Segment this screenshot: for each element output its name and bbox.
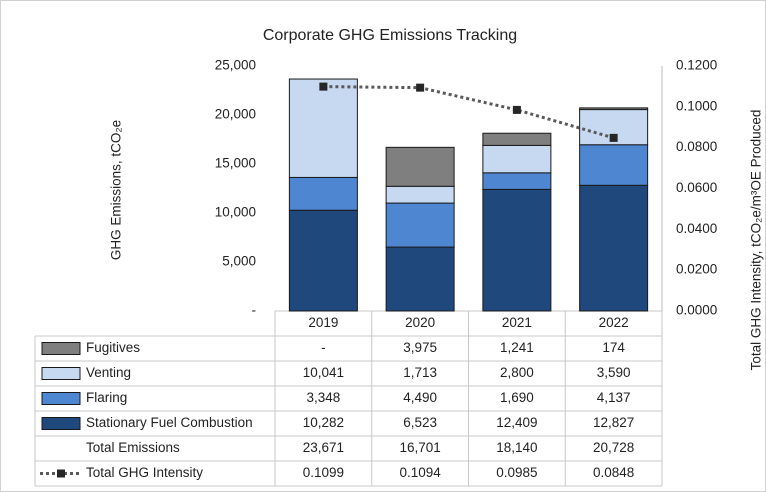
bar-segment [482, 172, 552, 190]
intensity-marker [319, 82, 328, 91]
table-value: 18,140 [496, 440, 537, 455]
table-value: 16,701 [399, 440, 440, 455]
y2-tick-label: 0.0800 [676, 139, 717, 154]
table-value: 10,282 [303, 415, 344, 430]
table-value: 12,409 [496, 415, 537, 430]
table-value: 0.0848 [593, 465, 634, 480]
y-axis-title: GHG Emissions, tCO₂e [109, 120, 124, 260]
table-value: 0.0985 [496, 465, 537, 480]
legend-swatch [41, 392, 81, 405]
legend-label: Venting [86, 365, 131, 380]
table-value: 6,523 [403, 415, 437, 430]
table-value: 1,713 [403, 365, 437, 380]
table-value: 2,800 [500, 365, 534, 380]
y-tick-label: 10,000 [215, 205, 256, 220]
intensity-marker [512, 105, 521, 114]
y2-tick-label: 0.0200 [676, 262, 717, 277]
legend-swatch [41, 342, 81, 355]
legend-swatch [41, 367, 81, 380]
y2-tick-label: 0.1200 [676, 58, 717, 73]
y-tick-label: - [252, 303, 257, 318]
table-value: 4,490 [403, 390, 437, 405]
y2-tick-label: 0.1000 [676, 98, 717, 113]
table-value: 4,137 [597, 390, 631, 405]
legend-label: Fugitives [86, 340, 140, 355]
legend-label: Stationary Fuel Combustion [86, 415, 253, 430]
y-tick-label: 25,000 [215, 58, 256, 73]
bar-segment [482, 144, 552, 174]
table-value: 3,590 [597, 365, 631, 380]
table-value: 23,671 [303, 440, 344, 455]
y2-tick-label: 0.0000 [676, 303, 717, 318]
y-tick-label: 20,000 [215, 107, 256, 122]
table-value: 0.1094 [399, 465, 441, 480]
bar-segment [482, 132, 552, 146]
table-value: 12,827 [593, 415, 634, 430]
legend-marker [57, 469, 65, 478]
y2-tick-label: 0.0600 [676, 180, 717, 195]
bar-segment [579, 184, 649, 312]
table-value: 20,728 [593, 440, 634, 455]
table-value: 174 [602, 340, 625, 355]
x-tick-label: 2022 [599, 315, 629, 330]
intensity-marker [609, 133, 618, 142]
table-value: 3,348 [306, 390, 340, 405]
intensity-line [323, 85, 615, 140]
bar-segment [385, 202, 455, 248]
chart-title: Corporate GHG Emissions Tracking [263, 27, 517, 44]
bar-segment [385, 246, 455, 312]
table-value: 1,690 [500, 390, 534, 405]
bar-segment [579, 107, 649, 111]
intensity-marker [416, 83, 425, 92]
bar-segment [385, 185, 455, 204]
legend-label: Flaring [86, 390, 127, 405]
y-tick-label: 15,000 [215, 156, 256, 171]
table-value: 10,041 [303, 365, 344, 380]
x-tick-label: 2021 [502, 315, 532, 330]
bar-segment [385, 146, 455, 187]
table-value: 3,975 [403, 340, 437, 355]
x-tick-label: 2019 [308, 315, 338, 330]
bar-segment [482, 188, 552, 312]
table-value: - [321, 340, 326, 355]
x-tick-label: 2020 [405, 315, 435, 330]
y2-axis-title: Total GHG Intensity, tCO₂e/m³OE Produced [749, 110, 764, 371]
y-tick-label: 5,000 [222, 254, 256, 269]
bar-segment [288, 78, 358, 178]
bar-segment [288, 176, 358, 211]
table-value: 1,241 [500, 340, 534, 355]
bar-segment [579, 144, 649, 186]
legend-swatch [41, 417, 81, 430]
y2-tick-label: 0.0400 [676, 221, 717, 236]
legend-label: Total GHG Intensity [86, 465, 203, 480]
table-value: 0.1099 [303, 465, 344, 480]
bar-segment [288, 209, 358, 312]
totals-label: Total Emissions [86, 440, 180, 455]
